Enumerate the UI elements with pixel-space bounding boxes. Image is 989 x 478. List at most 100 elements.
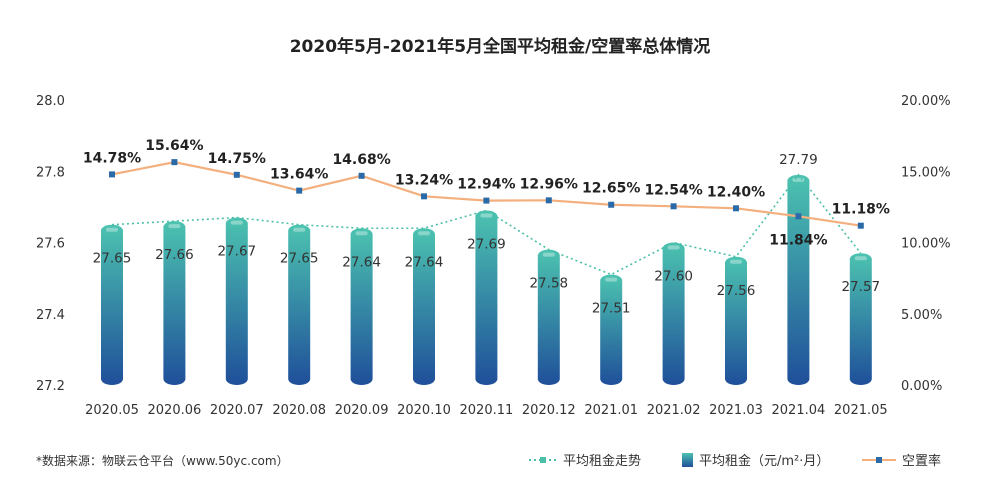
x-tick-label: 2020.05	[85, 403, 139, 418]
y-right-tick-label: 10.00%	[901, 237, 951, 252]
x-axis: 2020.05 2020.06 2020.07 2020.08 2020.09 2020.…	[85, 403, 888, 418]
x-tick-label: 2020.12	[522, 403, 576, 418]
legend-item-trend: 平均租金走势	[529, 453, 641, 469]
y-right-tick-label: 15.00%	[901, 165, 951, 180]
bar	[225, 217, 248, 385]
bar-highlight	[854, 256, 867, 261]
rate-labels: 14.78%15.64%14.75%13.64%14.68%13.24% 12.9…	[83, 138, 890, 248]
rate-marker	[795, 213, 802, 220]
bar	[662, 242, 685, 385]
source-note: *数据来源：物联云仓平台（www.50yc.com）	[36, 453, 289, 468]
bar	[101, 224, 123, 385]
bar-highlight	[667, 245, 680, 250]
bar-highlight	[480, 213, 493, 218]
bar-series	[101, 174, 872, 385]
bar	[163, 221, 186, 385]
rate-marker	[857, 222, 864, 229]
bar-highlight	[355, 231, 368, 236]
y-left-axis: 28.0 27.8 27.6 27.4 27.2	[36, 94, 65, 394]
bar-highlight	[230, 220, 243, 225]
bar-highlight	[293, 227, 306, 232]
rate-marker	[733, 205, 739, 212]
x-tick-label: 2021.04	[772, 403, 826, 418]
x-tick-label: 2020.08	[272, 403, 326, 418]
rate-marker	[171, 159, 178, 166]
y-right-tick-label: 0.00%	[901, 379, 942, 394]
bar-value-label: 27.64	[405, 254, 444, 270]
bar-value-label: 27.56	[717, 283, 756, 299]
rate-value-label: 11.18%	[832, 202, 890, 218]
y-left-tick-label: 27.6	[36, 237, 65, 252]
bar-highlight	[542, 252, 555, 257]
y-left-tick-label: 27.8	[36, 165, 65, 180]
y-right-tick-label: 20.00%	[901, 94, 951, 109]
legend: 平均租金走势 平均租金（元/m²·月） 空置率	[529, 453, 941, 469]
rate-value-label: 15.64%	[145, 138, 203, 154]
bar-value-label: 27.57	[841, 279, 880, 295]
trend-line	[111, 173, 862, 276]
y-left-tick-label: 28.0	[36, 94, 65, 109]
bar	[725, 256, 747, 385]
rate-value-label: 11.84%	[769, 232, 827, 248]
legend-item-bar: 平均租金（元/m²·月）	[682, 453, 829, 469]
rate-value-label: 12.54%	[644, 182, 702, 198]
rate-marker	[670, 203, 677, 210]
bar	[350, 228, 373, 385]
bar-value-label: 27.65	[280, 251, 319, 267]
legend-label-rate: 空置率	[902, 453, 941, 469]
rate-value-label: 12.65%	[582, 181, 640, 197]
bar-highlight	[418, 231, 430, 236]
trend-line-series	[111, 173, 862, 276]
rate-value-label: 14.68%	[332, 152, 390, 168]
x-tick-label: 2020.06	[148, 403, 202, 418]
rate-marker	[358, 172, 365, 179]
rate-marker	[233, 171, 240, 178]
bar-value-label: 27.69	[467, 236, 506, 252]
bar	[288, 224, 311, 385]
rate-marker	[109, 171, 115, 178]
bar	[600, 274, 623, 385]
bar-highlight	[792, 177, 805, 182]
y-left-tick-label: 27.2	[36, 379, 65, 394]
rate-value-label: 12.96%	[520, 176, 578, 192]
bar-value-label: 27.65	[93, 251, 132, 267]
rate-value-label: 13.24%	[395, 172, 453, 188]
bar	[787, 174, 810, 385]
bar	[413, 228, 435, 385]
bar-value-label: 27.51	[592, 301, 631, 317]
x-tick-label: 2020.09	[335, 403, 389, 418]
bar-value-label: 27.79	[779, 152, 818, 168]
rate-marker	[608, 201, 615, 208]
x-tick-label: 2021.05	[834, 403, 888, 418]
bar-highlight	[730, 259, 742, 264]
y-right-axis: 20.00% 15.00% 10.00% 5.00% 0.00%	[901, 94, 951, 394]
x-tick-label: 2021.02	[647, 403, 701, 418]
bar-value-label: 27.64	[342, 254, 381, 270]
bar-value-label: 27.66	[155, 247, 194, 263]
y-left-tick-label: 27.4	[36, 308, 65, 323]
rate-value-label: 12.94%	[457, 177, 515, 193]
rate-marker	[421, 193, 427, 200]
bar-highlight	[106, 227, 118, 232]
x-tick-label: 2021.03	[709, 403, 763, 418]
rate-marker	[483, 197, 490, 204]
bar-labels: 27.65 27.66 27.67 27.65 27.64 27.64 27.69 27.58…	[93, 152, 880, 317]
y-right-tick-label: 5.00%	[901, 308, 942, 323]
rate-value-label: 14.78%	[83, 150, 141, 166]
x-tick-label: 2020.07	[210, 403, 264, 418]
bar	[475, 210, 498, 385]
legend-label-trend: 平均租金走势	[563, 453, 641, 469]
legend-label-bar: 平均租金（元/m²·月）	[699, 453, 829, 469]
rate-marker	[545, 197, 552, 204]
bar-highlight	[605, 277, 618, 282]
rate-value-label: 14.75%	[208, 151, 266, 167]
x-tick-label: 2020.11	[460, 403, 514, 418]
bar	[849, 253, 872, 385]
bar-value-label: 27.60	[654, 269, 693, 285]
legend-item-rate: 空置率	[862, 453, 941, 469]
rate-value-label: 13.64%	[270, 167, 328, 183]
chart-title: 2020年5月-2021年5月全国平均租金/空置率总体情况	[290, 36, 711, 57]
rate-marker	[296, 187, 303, 194]
bar	[537, 249, 560, 385]
